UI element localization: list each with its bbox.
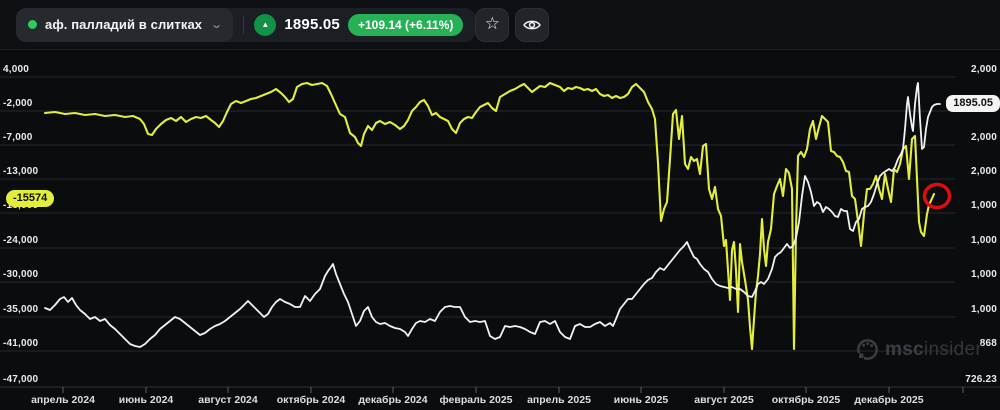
x-axis-label: октябрь 2025 bbox=[771, 394, 841, 406]
yellow-series-last-value-tag: -15574 bbox=[6, 190, 55, 207]
y-axis-label-left: -7,000 bbox=[3, 132, 33, 143]
chevron-down-icon: ⌄ bbox=[210, 19, 224, 31]
instrument-price-group: аф. палладий в слитках ⌄ ▲ 1895.05 +109.… bbox=[16, 7, 476, 42]
x-axis-label: декабрь 2024 bbox=[358, 394, 428, 406]
instrument-last-value-tag: 1895.05 bbox=[946, 95, 1000, 112]
x-axis-label: октябрь 2024 bbox=[276, 394, 346, 406]
y-axis-label-right: 726.23 bbox=[965, 374, 997, 385]
y-axis-label-right: 1,000 bbox=[970, 200, 997, 211]
yellow-comparison-series-line bbox=[43, 81, 936, 351]
y-axis-label-right: 2,000 bbox=[970, 64, 997, 75]
watermark: mscinsider bbox=[856, 338, 982, 361]
eye-icon bbox=[523, 20, 542, 29]
watch-button[interactable] bbox=[515, 7, 550, 42]
red-circle-annotation bbox=[922, 182, 952, 210]
header-divider bbox=[243, 15, 245, 34]
y-axis-label-right: 1,000 bbox=[970, 304, 997, 315]
favorite-button[interactable]: ☆ bbox=[475, 7, 510, 42]
x-axis-label: июнь 2024 bbox=[118, 394, 174, 406]
last-price: 1895.05 bbox=[284, 16, 340, 33]
y-axis-label-right: 2,000 bbox=[970, 166, 997, 177]
x-axis-label: июнь 2025 bbox=[613, 394, 669, 406]
mscinsider-logo-icon bbox=[857, 339, 878, 360]
x-axis-label: февраль 2025 bbox=[439, 394, 513, 406]
x-axis-label: август 2025 bbox=[694, 394, 754, 406]
x-axis-label: август 2024 bbox=[198, 394, 258, 406]
x-axis-label: декабрь 2025 bbox=[854, 394, 924, 406]
instrument-name: аф. палладий в слитках bbox=[45, 17, 203, 32]
y-axis-label-left: -2,000 bbox=[3, 98, 33, 109]
watermark-text: mscinsider bbox=[885, 338, 983, 360]
y-axis-label-right: 1,000 bbox=[970, 235, 997, 246]
header-toolbar: аф. палладий в слитках ⌄ ▲ 1895.05 +109.… bbox=[0, 0, 1000, 50]
white-instrument-series-line bbox=[44, 82, 941, 348]
y-axis-label-left: -30,000 bbox=[3, 269, 39, 280]
instrument-selector[interactable]: аф. палладий в слитках ⌄ bbox=[16, 7, 234, 42]
y-axis-label-left: -47,000 bbox=[3, 374, 39, 385]
price-change-badge: +109.14 (+6.11%) bbox=[347, 13, 464, 36]
x-axis-label: апрель 2024 bbox=[31, 394, 95, 406]
x-axis-label: апрель 2025 bbox=[527, 394, 591, 406]
y-axis-label-right: 2,000 bbox=[970, 132, 997, 143]
y-axis-label-right: 1,000 bbox=[970, 269, 997, 280]
star-icon: ☆ bbox=[484, 14, 501, 33]
price-up-icon: ▲ bbox=[254, 13, 277, 36]
y-axis-label-left: -24,000 bbox=[3, 235, 39, 246]
y-axis-label-left: -13,000 bbox=[3, 166, 39, 177]
y-axis-label-left: -41,000 bbox=[3, 338, 39, 349]
instrument-status-dot bbox=[28, 20, 37, 29]
y-axis-label-right: 868 bbox=[979, 338, 997, 349]
y-axis-label-left: -35,000 bbox=[3, 304, 39, 315]
y-axis-label-left: 4,000 bbox=[3, 64, 30, 75]
